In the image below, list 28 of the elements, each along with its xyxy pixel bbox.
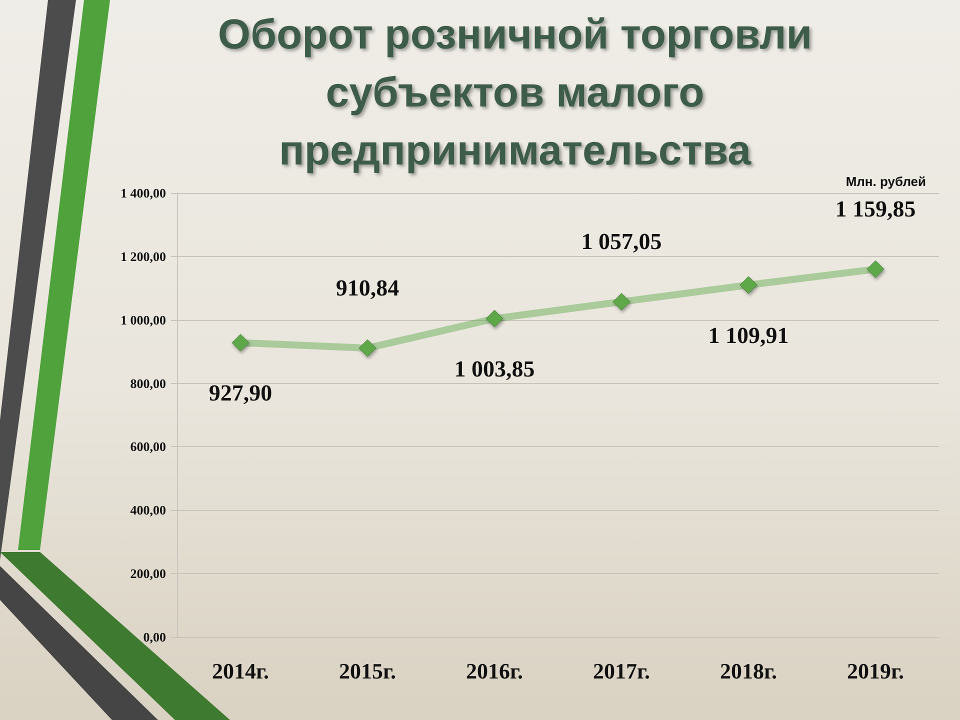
y-tick-label: 1 200,00	[120, 248, 166, 264]
y-tick-label: 1 400,00	[120, 186, 166, 200]
data-label: 1 159,85	[835, 196, 916, 222]
data-label: 927,90	[208, 380, 272, 406]
x-tick-label: 2015г.	[338, 658, 396, 684]
point	[232, 334, 250, 352]
x-tick-label: 2014г.	[212, 658, 270, 684]
point	[740, 276, 758, 294]
x-tick-label: 2019г.	[846, 658, 904, 684]
y-tick-label: 1 000,00	[120, 312, 166, 328]
point	[866, 260, 884, 278]
x-tick-label: 2017г.	[592, 658, 650, 684]
x-tick-label: 2018г.	[720, 658, 778, 684]
y-tick-label: 400,00	[130, 502, 166, 518]
y-axis-title: Млн. рублей	[846, 174, 926, 189]
chart-title: Оборот розничной торговли субъектов малого предпринимательства	[218, 10, 812, 174]
x-tick-label: 2016г.	[466, 658, 524, 684]
data-label: 1 003,85	[454, 356, 535, 382]
data-label: 1 109,91	[708, 322, 789, 348]
y-tick-label: 600,00	[130, 439, 166, 454]
y-tick-label: 800,00	[130, 376, 166, 391]
point	[486, 310, 504, 328]
y-tick-label: 200,00	[130, 566, 166, 582]
y-tick-label: 0,00	[143, 630, 166, 644]
point	[612, 293, 630, 311]
data-label: 1 057,05	[581, 229, 662, 254]
point	[358, 339, 376, 357]
data-label: 910,84	[336, 275, 400, 300]
